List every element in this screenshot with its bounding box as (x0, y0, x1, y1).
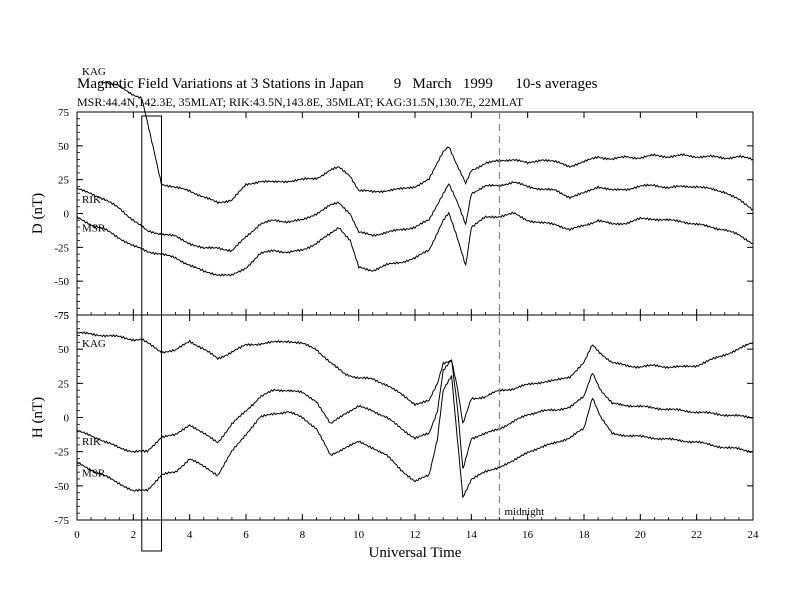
x-tick-label: 18 (579, 529, 591, 541)
series-line-rik (77, 358, 753, 469)
x-tick-label: 16 (522, 529, 534, 541)
series-line-msr (77, 375, 753, 499)
plot-frame (76, 111, 754, 316)
y-tick-label: 25 (58, 175, 70, 187)
y-axis-label: H (nT) (30, 397, 46, 438)
x-tick-label: 12 (410, 529, 421, 541)
glitch-box (141, 115, 163, 552)
y-tick-label: 50 (58, 141, 70, 153)
plot-frame (76, 314, 754, 521)
y-tick-label: -50 (54, 481, 69, 493)
series-line-kag (98, 82, 753, 205)
station-label-kag: KAG (82, 338, 106, 350)
x-tick-label: 0 (74, 529, 80, 541)
x-tick-label: 14 (466, 529, 478, 541)
series-line-msr (77, 211, 753, 277)
x-tick-label: 10 (353, 529, 365, 541)
y-tick-label: 75 (58, 310, 70, 322)
x-tick-label: 24 (748, 529, 760, 541)
y-tick-label: 25 (58, 378, 70, 390)
y-axis-label: D (nT) (30, 193, 46, 234)
station-label-rik: RIK (82, 436, 101, 448)
y-tick-label: -25 (54, 447, 69, 459)
x-tick-label: 22 (691, 529, 702, 541)
station-label-msr: MSR (82, 223, 106, 235)
x-tick-label: 2 (131, 529, 137, 541)
series-line-kag (77, 331, 753, 425)
station-label-kag: KAG (82, 66, 106, 78)
x-tick-label: 6 (243, 529, 249, 541)
y-tick-label: -50 (54, 276, 69, 288)
d-panel: -75 -50 -25 0 25 50 75 D (nT) KAG RIK MSR (30, 66, 754, 322)
y-tick-label: 50 (58, 344, 70, 356)
station-label-rik: RIK (82, 194, 101, 206)
x-tick-label: 20 (635, 529, 647, 541)
x-tick-label: 8 (300, 529, 306, 541)
y-tick-label: 0 (64, 209, 70, 221)
x-axis-label: Universal Time (369, 545, 462, 561)
y-tick-label: -75 (54, 310, 69, 322)
chart-subtitle: MSR:44.4N,142.3E, 35MLAT; RIK:43.5N,143.… (77, 95, 524, 109)
midnight-label: midnight (505, 506, 545, 518)
station-label-msr: MSR (82, 468, 106, 480)
y-tick-label: 75 (58, 107, 70, 119)
series-line-rik (77, 181, 753, 253)
y-tick-label: 0 (64, 413, 70, 425)
overlay-layer: midnight (141, 112, 545, 552)
y-tick-label: -25 (54, 242, 69, 254)
y-tick-label: -75 (54, 515, 69, 527)
chart-title: Magnetic Field Variations at 3 Stations … (77, 76, 598, 92)
x-tick-label: 4 (187, 529, 193, 541)
